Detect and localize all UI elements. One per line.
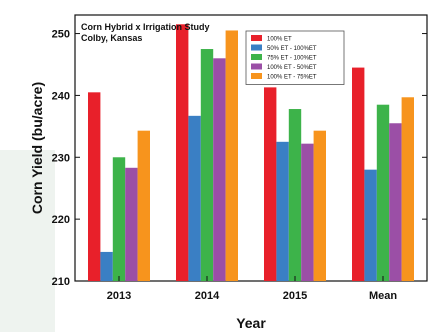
legend-box <box>245 30 345 85</box>
y-tick-label: 230 <box>52 152 70 164</box>
legend-label: 75% ET - 100%ET <box>267 56 317 62</box>
annotation-location: Colby, Kansas <box>81 33 142 43</box>
bar-2015-series-1 <box>276 141 289 281</box>
y-tick-label: 210 <box>52 276 70 288</box>
bar-Mean-series-3 <box>389 123 402 281</box>
bar-2015-series-3 <box>301 143 314 281</box>
legend-label: 100% ET <box>267 37 292 43</box>
bar-Mean-series-1 <box>364 169 377 281</box>
bar-2013-series-2 <box>112 157 126 281</box>
x-tick-label: 2014 <box>195 290 220 302</box>
bar-2015-series-4 <box>313 130 326 281</box>
legend-swatch <box>251 35 262 41</box>
bar-2013-series-1 <box>100 251 113 281</box>
legend-swatch <box>251 54 262 60</box>
legend-swatch <box>251 63 262 70</box>
y-axis-title: Corn Yield (bu/acre) <box>29 82 45 214</box>
bar-2014-series-3 <box>213 58 226 282</box>
legend-label: 100% ET - 50%ET <box>267 65 317 71</box>
x-tick-label: 2013 <box>107 290 131 302</box>
left-decor-panel <box>0 150 55 332</box>
x-axis-ticks: 2013 2014 2015 Mean <box>107 276 397 302</box>
bar-2015-series-2 <box>288 109 302 281</box>
legend-swatch <box>251 44 262 51</box>
bar-Mean-series-4 <box>401 97 414 282</box>
x-tick-label: Mean <box>369 290 397 302</box>
y-axis-ticks: 210 220 230 240 250 <box>52 29 427 288</box>
y-tick-label: 250 <box>52 29 70 41</box>
bar-Mean-series-2 <box>376 104 390 281</box>
bars-group <box>88 24 414 282</box>
x-axis-title: Year <box>236 315 266 331</box>
y-tick-label: 220 <box>52 214 70 226</box>
legend: 100% ET 50% ET - 100%ET 75% ET - 100%ET 100… <box>245 30 345 85</box>
bar-2013-series-3 <box>125 167 138 281</box>
annotation-title: Corn Hybrid x Irrigation Study <box>81 22 210 32</box>
y-tick-label: 240 <box>52 90 70 102</box>
bar-2014-series-2 <box>200 49 214 281</box>
bar-Mean-series-0 <box>352 67 365 282</box>
bar-2014-series-1 <box>188 115 201 282</box>
bar-2015-series-0 <box>264 87 277 282</box>
bar-2014-series-4 <box>225 30 238 281</box>
legend-swatch <box>251 73 262 79</box>
bar-2013-series-0 <box>88 92 101 281</box>
x-tick-label: 2015 <box>283 290 307 302</box>
legend-label: 50% ET - 100%ET <box>267 46 317 52</box>
bar-2014-series-0 <box>176 24 189 281</box>
legend-label: 100% ET - 75%ET <box>267 75 317 81</box>
bar-2013-series-4 <box>137 130 150 281</box>
